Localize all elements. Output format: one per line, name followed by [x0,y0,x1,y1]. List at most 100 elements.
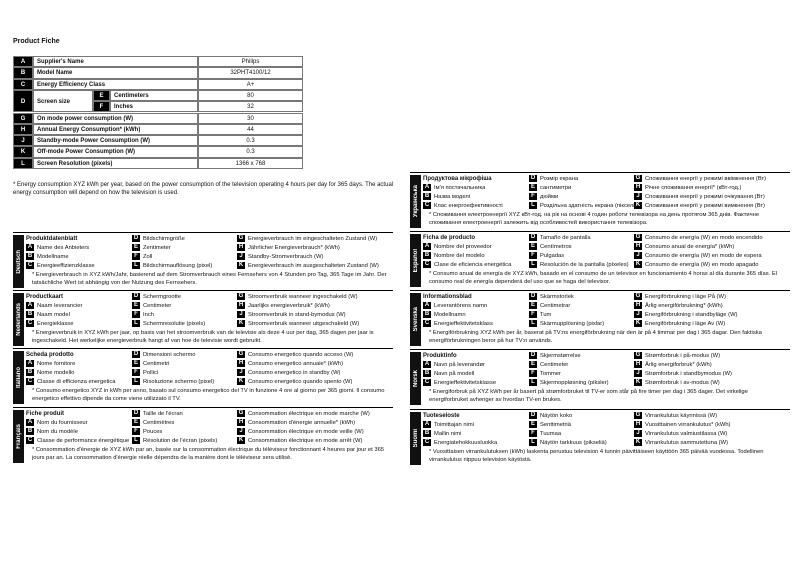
item: E Centimeter [529,361,568,369]
language-tab: Svenska [410,293,421,346]
row-value: 0.3 [198,135,303,147]
item-letter: C [423,320,431,327]
language-block: Suomi Tuoteseloste A Toimittajan nimi B Malli… [410,409,790,466]
item-letter: K [237,378,245,385]
item-text: Vuosittainen virrankulutus* (kWh) [645,422,731,429]
language-name: Norsk [412,369,419,387]
item-text: Tommer [540,371,561,378]
row-letter: C [13,78,33,90]
item-text: Virrankulutus käynnissä (W) [645,413,718,420]
item-text: Dimensioni schermo [143,352,196,359]
item-letter: G [634,352,642,359]
item-text: Tamaño de pantalla [540,235,591,242]
item-letter: F [529,252,537,259]
item-text: Pulgadas [540,253,565,260]
row-letter: H [13,123,33,136]
item-letter: J [237,369,245,376]
item: E Centimètres [132,419,174,427]
item-text: Centimeter [143,303,172,310]
item-text: Розмір екрана [540,176,579,183]
row-label: Model Name [33,67,198,79]
item: C Classe di efficienza energetica [26,378,116,386]
item-text: Nombre del modelo [434,253,485,260]
item: D Schermgrootte [132,293,181,301]
item-text: Tum [540,312,552,319]
item-text: Nome fornitore [37,361,76,368]
item-letter: J [237,428,245,435]
item-text: Energieverbrauch im ausgeschalteten Zust… [248,263,379,270]
item-letter: H [634,302,642,309]
item-letter: C [423,202,431,209]
item-text: Schermgrootte [143,294,182,301]
item-text: Modellnamn [434,312,466,319]
item-text: Річне споживання енергії* (кВт-год.) [645,185,742,192]
item-text: Nombre del proveedor [434,244,492,251]
item-letter: D [132,293,140,300]
item-text: Energieeffizienzklasse [37,263,95,270]
item-text: Energieverbrauch im eingeschalteten Zust… [248,236,378,243]
item: E Centimetrar [529,302,570,310]
item-text: Stroomverbruik in stand-bymodus (W) [248,312,346,319]
item-letter: E [529,243,537,250]
item-letter: J [634,193,642,200]
item-letter: A [26,244,34,251]
item: J Consumo de energía (W) en modo de esper… [634,252,762,260]
item-letter: L [132,378,140,385]
item-text: Leverantörens namn [434,303,488,310]
item: H Consumo energetico annuale* (kWh) [237,360,343,368]
item-letter: B [423,370,431,377]
item-text: Skärmstorlek [540,294,574,301]
language-tab: Español [410,234,421,287]
language-name: Français [15,424,22,449]
item: C Energieeffizienzklasse [26,262,95,270]
item-text: Naam model [37,312,70,319]
language-tab: Українська [410,175,421,228]
item-letter: F [132,311,140,318]
item-letter: L [529,202,537,209]
item-letter: J [634,252,642,259]
item-text: Årlig energiforbruk* (kWh) [645,362,712,369]
item-letter: B [423,252,431,259]
item: H Årlig energiforbruk* (kWh) [634,361,712,369]
item-letter: F [132,369,140,376]
item-letter: K [634,379,642,386]
item-letter: H [634,361,642,368]
item-letter: E [132,360,140,367]
item-text: Bildschirmauflösung (pixel) [143,263,213,270]
item-text: Energiförbrukning i läge Av (W) [645,321,726,328]
item-text: Centímetros [540,244,572,251]
row-label: On mode power consumption (W) [33,112,198,124]
item: K Consumo energetico quando spento (W) [237,378,352,386]
row-value: 32PHT4100/12 [198,67,303,79]
item: B Modellname [26,253,69,261]
item-letter: A [26,302,34,309]
item: A Nombre del proveedor [423,243,492,251]
item: D Näytön koko [529,412,572,420]
language-block: Deutsch Produktdatenblatt A Name des Anbiet… [13,232,393,289]
sub-value: 32 [198,101,303,113]
item-text: Ім'я постачальника [434,185,486,192]
footnote: * Energy consumption XYZ kWh per year, b… [13,182,394,196]
item-text: Risoluzione schermo (pixel) [143,379,215,386]
item-text: Centimeter [540,362,569,369]
item-letter: A [423,361,431,368]
block-note: * Consumo energetico XYZ in kWh per anno… [32,388,385,402]
item: H Річне споживання енергії* (кВт-год.) [634,184,741,192]
item-letter: A [423,184,431,191]
row-label: Energy Efficiency Class [33,78,198,90]
item-text: Nom du fournisseur [37,420,88,427]
item-text: Споживання енергії у режимі вимкнення (В… [645,203,765,210]
item-letter: E [529,361,537,368]
item: H Årlig energiförbrukning* (kWh) [634,302,723,310]
item-letter: L [132,320,140,327]
item-letter: G [237,410,245,417]
item-letter: K [634,261,642,268]
item-letter: L [529,439,537,446]
item-text: Strømforbruk i av-modus (W) [645,380,720,387]
item: K Energieverbrauch im ausgeschalteten Zus… [237,262,379,270]
item: F Tum [529,311,551,319]
item: F Inch [132,311,154,319]
item-text: Nom du modèle [37,429,78,436]
item-letter: F [132,253,140,260]
item-text: Classe di efficienza energetica [37,379,116,386]
